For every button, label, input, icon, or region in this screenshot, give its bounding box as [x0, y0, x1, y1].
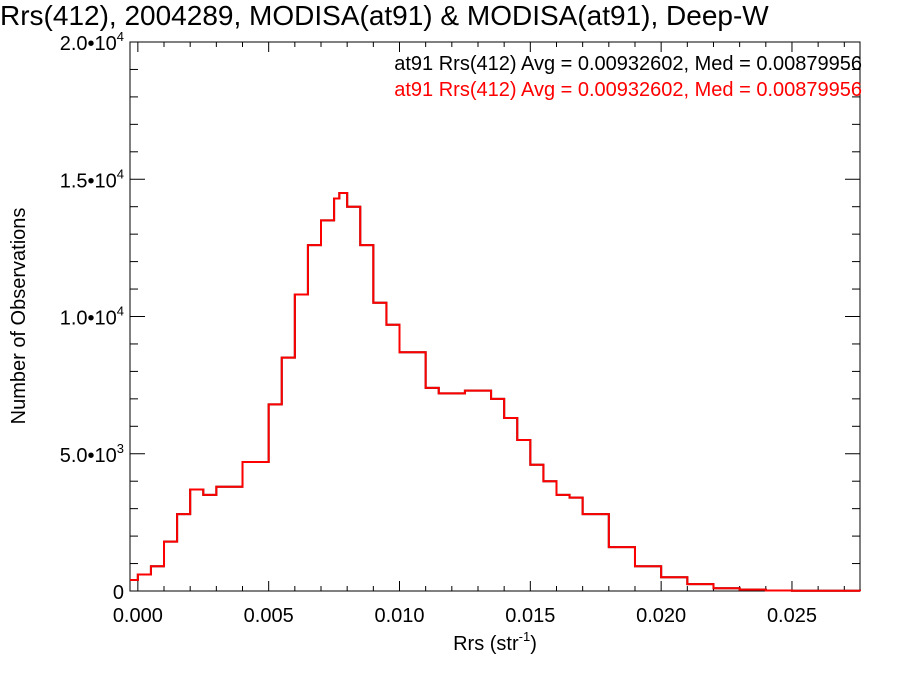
x-tick-label: 0.020 — [636, 605, 686, 627]
x-tick-label: 0.000 — [113, 605, 163, 627]
annotation-red: at91 Rrs(412) Avg = 0.00932602, Med = 0.… — [394, 79, 862, 101]
data-series — [130, 191, 861, 592]
y-tick-label: 1.0•104 — [60, 304, 124, 330]
chart-title: Rrs(412), 2004289, MODISA(at91) & MODISA… — [0, 0, 769, 31]
x-tick-label: 0.010 — [374, 605, 424, 627]
x-tick-label: 0.005 — [244, 605, 294, 627]
x-axis-label: Rrs (str-1) — [453, 629, 537, 655]
y-tick-label: 1.5•104 — [60, 166, 124, 192]
y-axis-label: Number of Observations — [8, 208, 30, 425]
y-tick-label: 5.0•103 — [60, 441, 124, 467]
x-tick-label: 0.025 — [767, 605, 817, 627]
y-tick-label: 2.0•104 — [60, 29, 124, 55]
series-line-1 — [130, 191, 861, 592]
x-tick-label: 0.015 — [505, 605, 555, 627]
annotation-black: at91 Rrs(412) Avg = 0.00932602, Med = 0.… — [394, 53, 862, 75]
y-tick-label: 0 — [113, 582, 124, 604]
axis-ticks: 0.000 0.005 0.010 0.015 0.020 0.025 0 5.0•103 1.… — [60, 29, 860, 627]
